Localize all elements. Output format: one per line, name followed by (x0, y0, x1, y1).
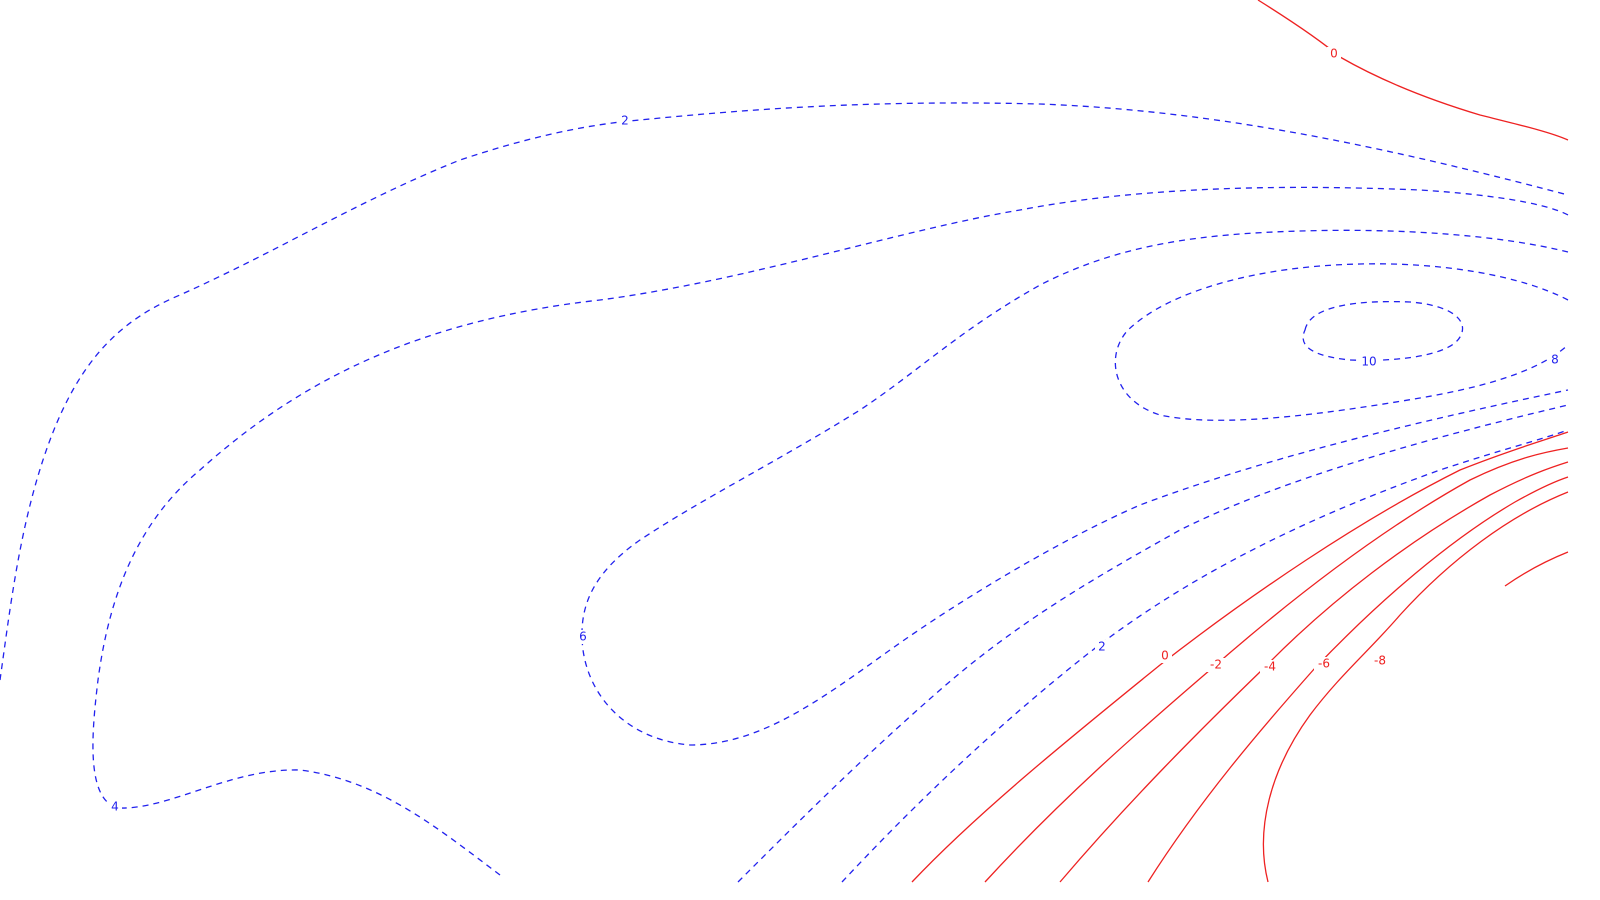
label-neg6: -6 (1318, 657, 1330, 671)
contour-line-pos2-lower (737, 404, 1569, 883)
contour-line-zero (911, 431, 1569, 883)
label-pos2-top: 2 (621, 114, 629, 128)
label-pos10: 10 (1361, 355, 1376, 369)
contour-line-neg6 (1147, 476, 1569, 883)
label-pos4: 4 (111, 800, 119, 814)
contour-line-pos2-upper (0, 102, 1569, 681)
label-pos6: 6 (579, 630, 587, 644)
contour-line-pos8 (1114, 263, 1569, 421)
contour-line-neg4 (1059, 461, 1569, 883)
contour-line-pos2-edge (841, 429, 1569, 883)
label-neg4: -4 (1264, 660, 1276, 674)
contour-line-zero-top (1257, 0, 1569, 141)
label-neg2: -2 (1210, 658, 1222, 672)
label-neg8: -8 (1374, 654, 1386, 668)
contour-line-pos10 (1302, 300, 1464, 361)
contour-line-neg-inner (1504, 551, 1569, 587)
label-zero-top: 0 (1330, 47, 1338, 61)
contour-labels: 2 4 6 8 10 2 0 0 -2 -4 -6 -8 (108, 47, 1562, 814)
contour-line-neg8 (1262, 491, 1569, 883)
label-zero: 0 (1161, 649, 1169, 663)
contour-line-neg2 (984, 447, 1569, 883)
label-pos8: 8 (1551, 353, 1559, 367)
label-pos2-bottom: 2 (1098, 640, 1106, 654)
contour-line-pos6 (581, 229, 1569, 746)
contour-line-pos4 (92, 186, 1569, 876)
